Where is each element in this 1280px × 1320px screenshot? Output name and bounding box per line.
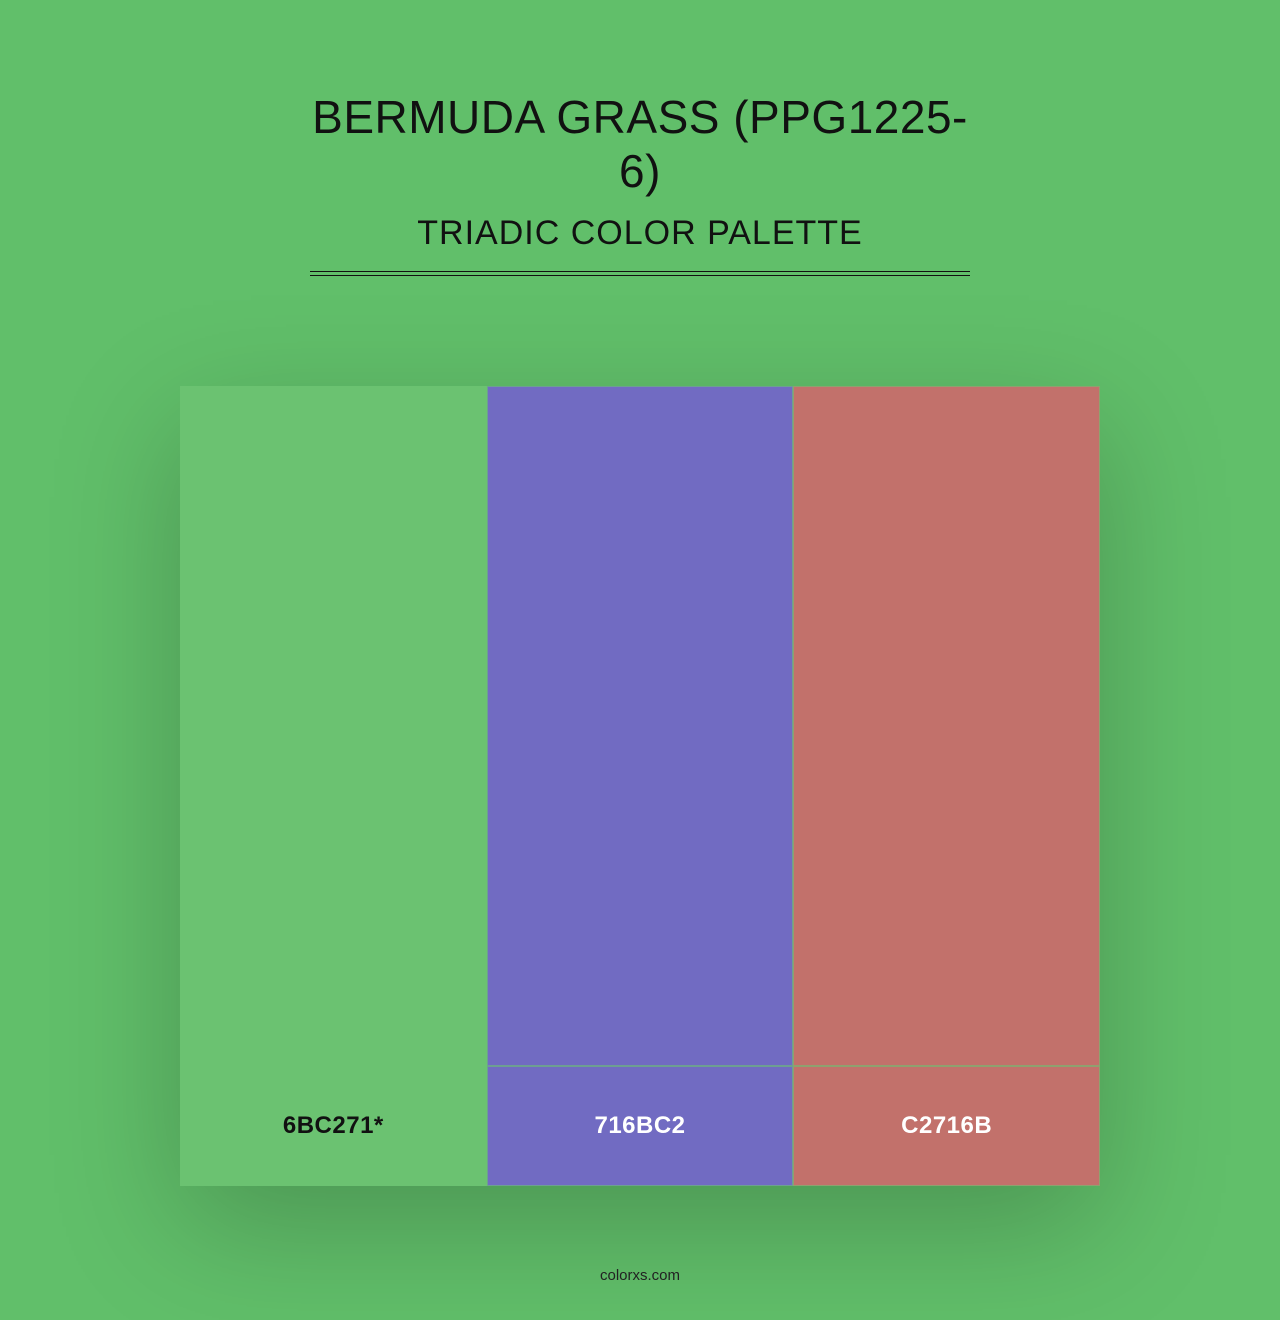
footer-credit: colorxs.com <box>0 1267 1280 1284</box>
swatch-2 <box>793 386 1100 1066</box>
swatch-label-2: C2716B <box>793 1066 1100 1186</box>
swatch-0 <box>180 386 487 1066</box>
swatch-1 <box>487 386 794 1066</box>
header: BERMUDA GRASS (PPG1225-6) TRIADIC COLOR … <box>310 0 970 276</box>
page-title: BERMUDA GRASS (PPG1225-6) <box>310 90 970 198</box>
color-palette: 6BC271* 716BC2 C2716B <box>180 386 1100 1186</box>
swatch-label-0: 6BC271* <box>180 1066 487 1186</box>
label-row: 6BC271* 716BC2 C2716B <box>180 1066 1100 1186</box>
page-subtitle: TRIADIC COLOR PALETTE <box>310 214 970 253</box>
swatch-row <box>180 386 1100 1066</box>
divider <box>310 271 970 276</box>
swatch-label-1: 716BC2 <box>487 1066 794 1186</box>
